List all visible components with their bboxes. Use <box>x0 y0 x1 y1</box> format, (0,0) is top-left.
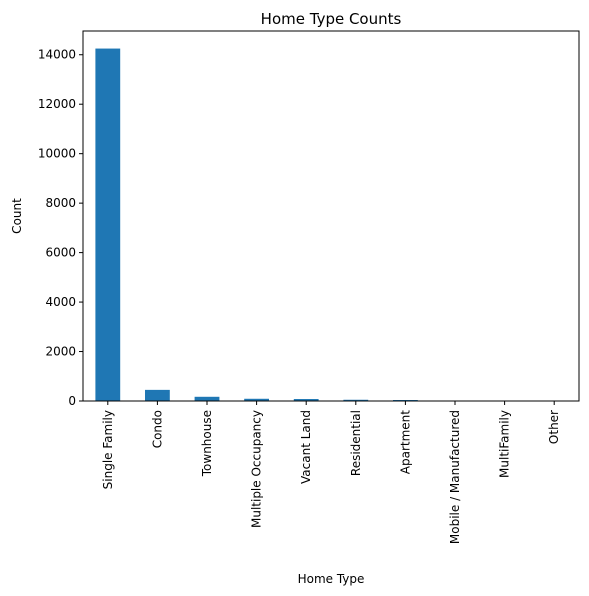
x-tick-label: Condo <box>150 410 164 448</box>
y-tick-label: 6000 <box>45 246 76 260</box>
bar <box>343 399 369 401</box>
x-tick-label: MultiFamily <box>498 410 512 478</box>
x-tick-label: Other <box>547 410 561 444</box>
y-tick-label: 10000 <box>38 147 76 161</box>
x-tick-label: Apartment <box>398 410 412 474</box>
y-axis-label: Count <box>10 198 24 234</box>
bar <box>194 396 220 401</box>
bar <box>244 398 269 401</box>
bar <box>145 389 170 401</box>
x-axis-ticks: Single Family Condo Townhouse Multiple Occu… <box>101 401 561 544</box>
y-tick-label: 4000 <box>45 295 76 309</box>
y-tick-label: 0 <box>68 394 76 408</box>
y-tick-label: 2000 <box>45 345 76 359</box>
bar <box>95 48 121 402</box>
x-tick-label: Townhouse <box>200 410 214 477</box>
plot-frame <box>82 30 580 402</box>
x-tick-label: Residential <box>349 410 363 476</box>
x-axis-label: Home Type <box>298 572 365 586</box>
x-tick-label: Vacant Land <box>299 410 313 484</box>
x-tick-label: Mobile / Manufactured <box>448 410 462 544</box>
y-axis-ticks: 0 2000 4000 6000 8000 10000 12000 14000 <box>38 48 83 408</box>
y-tick-label: 8000 <box>45 196 76 210</box>
bars-group <box>95 48 567 402</box>
x-tick-label: Single Family <box>101 410 115 489</box>
bar <box>293 399 319 401</box>
y-tick-label: 12000 <box>38 97 76 111</box>
x-tick-label: Multiple Occupancy <box>250 410 264 528</box>
chart-title: Home Type Counts <box>261 10 402 28</box>
y-tick-label: 14000 <box>38 48 76 62</box>
